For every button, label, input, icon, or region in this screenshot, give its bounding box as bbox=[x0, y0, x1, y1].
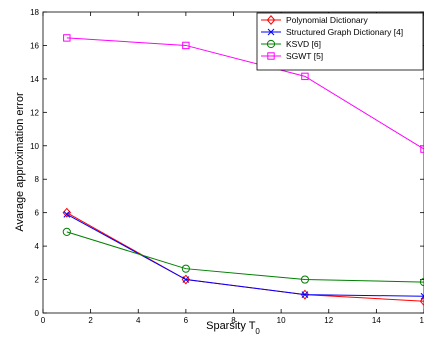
data-point bbox=[301, 291, 309, 298]
x-axis-title-main: Sparsity T bbox=[206, 320, 256, 332]
y-tick-label: 0 bbox=[35, 309, 40, 318]
data-point bbox=[300, 289, 310, 300]
x-tick-label: 10 bbox=[277, 316, 286, 325]
y-axis: 0 2 4 6 8 10 12 14 16 18 bbox=[30, 8, 424, 318]
data-point bbox=[63, 210, 71, 218]
data-point bbox=[301, 72, 309, 81]
data-point bbox=[181, 264, 190, 273]
x-tick-label: 14 bbox=[372, 316, 381, 325]
x-tick-label: 0 bbox=[41, 316, 46, 325]
legend-label: Polynomial Dictionary bbox=[286, 15, 368, 25]
series-2 bbox=[63, 210, 424, 300]
y-tick-label: 18 bbox=[30, 8, 39, 17]
data-point bbox=[182, 41, 190, 50]
series-line bbox=[66, 37, 424, 150]
x-tick-label: 16 bbox=[420, 316, 424, 325]
series-line bbox=[66, 231, 424, 283]
legend-marker bbox=[267, 52, 275, 60]
legend-label: SGWT [5] bbox=[286, 51, 323, 61]
legend-entry: Structured Graph Dictionary [4] bbox=[261, 27, 403, 37]
x-axis-title: Sparsity T0 bbox=[206, 320, 260, 336]
legend-marker bbox=[267, 28, 275, 36]
y-tick-label: 2 bbox=[35, 276, 40, 285]
legend-entry: Polynomial Dictionary bbox=[261, 15, 368, 25]
y-axis-title: Avarage approximation error bbox=[14, 92, 26, 232]
series-layer bbox=[62, 34, 424, 307]
x-tick-label: 12 bbox=[324, 316, 333, 325]
legend-label: Structured Graph Dictionary [4] bbox=[286, 27, 403, 37]
legend-entry: SGWT [5] bbox=[261, 51, 323, 61]
x-tick-label: 2 bbox=[88, 316, 93, 325]
y-tick-label: 14 bbox=[30, 75, 39, 84]
y-tick-label: 16 bbox=[30, 41, 39, 50]
data-point bbox=[420, 292, 424, 300]
legend-marker bbox=[266, 39, 276, 49]
legend-box bbox=[256, 12, 424, 71]
y-tick-label: 12 bbox=[30, 108, 39, 117]
data-point bbox=[300, 275, 310, 284]
x-tick-label: 6 bbox=[184, 316, 189, 325]
x-tick-label: 8 bbox=[231, 316, 236, 325]
legend-marker bbox=[266, 15, 276, 25]
legend-label: KSVD [6] bbox=[286, 39, 321, 49]
legend-entry: KSVD [6] bbox=[261, 39, 321, 49]
data-point bbox=[62, 227, 71, 236]
y-tick-label: 6 bbox=[35, 209, 40, 218]
data-point bbox=[419, 296, 424, 307]
data-point bbox=[182, 276, 190, 283]
y-tick-label: 8 bbox=[35, 175, 40, 184]
x-axis-title-subscript: 0 bbox=[255, 327, 260, 336]
x-tick-label: 4 bbox=[136, 316, 141, 325]
series-line bbox=[66, 213, 424, 297]
y-tick-label: 4 bbox=[35, 242, 40, 251]
y-tick-label: 10 bbox=[30, 142, 39, 151]
legend: Polynomial Dictionary Structured Graph Di… bbox=[256, 12, 424, 71]
data-point bbox=[63, 34, 71, 42]
